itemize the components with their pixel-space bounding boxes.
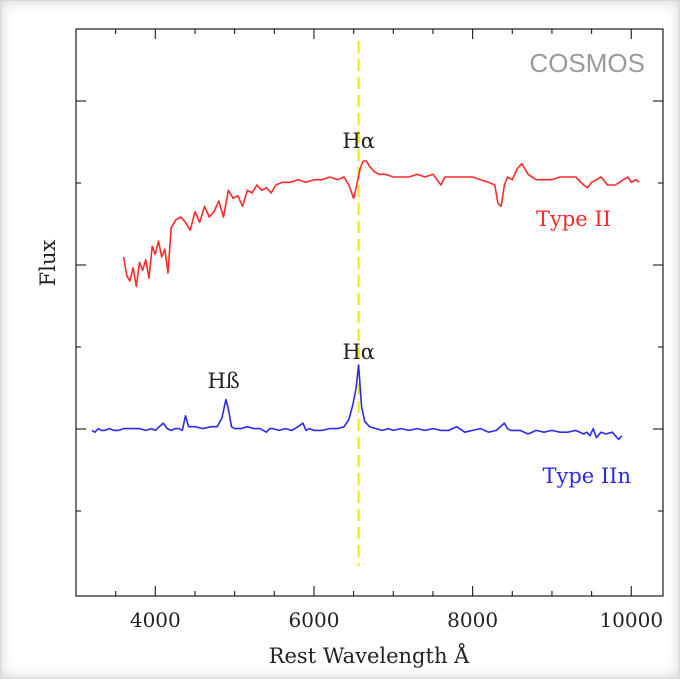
x-tick-label-0: 4000 — [130, 608, 181, 632]
y-axis-label: Flux — [36, 240, 60, 287]
annotations: Type II Type IIn Hα Hα Hß — [207, 129, 631, 488]
annotation-2: Hß — [207, 369, 239, 393]
series-label-1: Type IIn — [542, 464, 631, 488]
x-axis-label: Rest Wavelength Å — [269, 643, 470, 668]
annotation-1: Hα — [342, 340, 375, 364]
annotation-0: Hα — [342, 129, 375, 153]
axis-ticks — [76, 29, 663, 596]
x-tick-labels: 4000 6000 8000 10000 — [130, 608, 663, 632]
series-label-0: Type II — [536, 207, 611, 231]
x-tick-label-2: 8000 — [447, 608, 498, 632]
cosmos-watermark: COSMOS — [529, 48, 645, 78]
x-tick-label-3: 10000 — [599, 608, 663, 632]
x-tick-label-1: 6000 — [289, 608, 340, 632]
series-line-0 — [122, 160, 640, 288]
plot-area — [75, 28, 664, 597]
series-line-1 — [91, 364, 623, 441]
series-group — [91, 160, 640, 441]
